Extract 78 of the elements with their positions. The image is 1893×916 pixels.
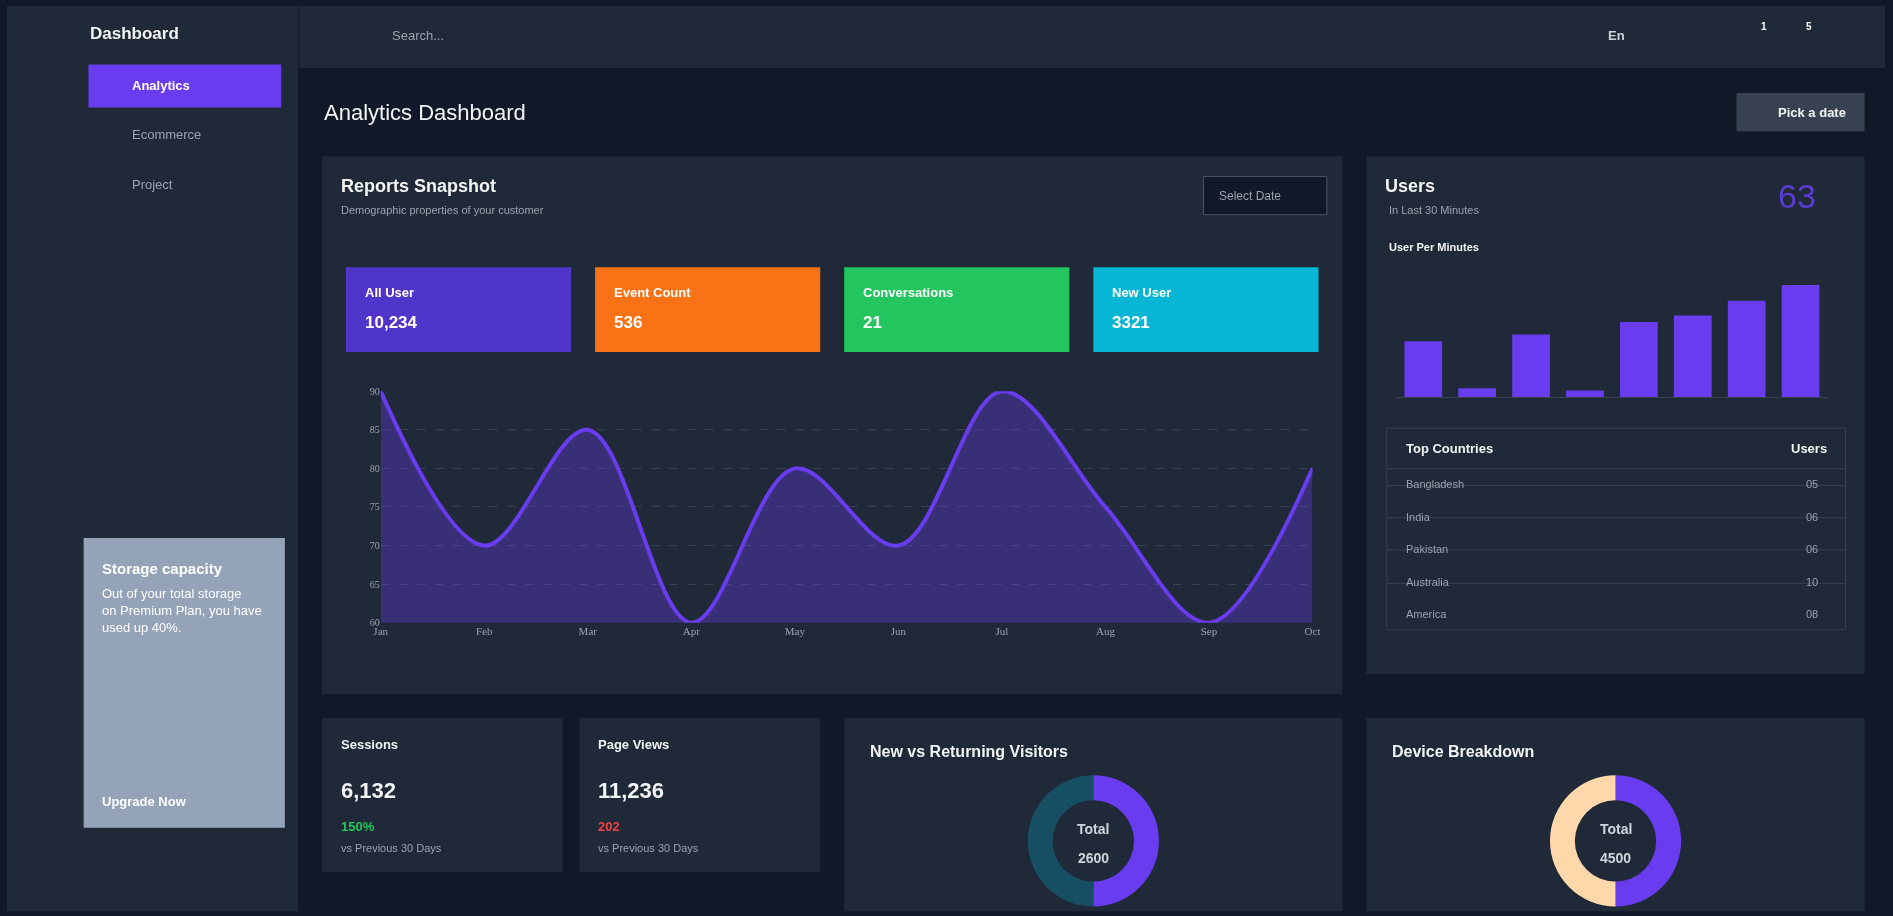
text: Analytics: [132, 78, 190, 93]
chart-title: Reports Snapshot: [341, 176, 497, 196]
chart-title: New vs Returning Visitors: [870, 743, 1069, 760]
text: En: [1608, 28, 1625, 43]
x-tick-label: Apr: [682, 624, 701, 637]
text: New User: [1112, 285, 1172, 300]
chart-title: Users: [1385, 176, 1436, 196]
text: Bangladesh: [1406, 478, 1465, 490]
text: Dashboard: [90, 24, 179, 43]
bar: [1727, 300, 1766, 398]
x-tick-label: Mar: [578, 624, 598, 637]
chart-subtitle: Demographic properties of your customer: [341, 204, 544, 216]
text: 4500: [1600, 850, 1632, 866]
text: 06: [1806, 543, 1819, 555]
y-tick-label: 70: [369, 540, 380, 552]
text: Analytics Dashboard: [324, 100, 526, 125]
bar: [1512, 334, 1550, 398]
text: 63: [1778, 177, 1816, 215]
y-tick-label: 90: [369, 385, 380, 397]
y-tick-label: 75: [369, 501, 380, 513]
text: vs Previous 30 Days: [598, 842, 699, 854]
bar: [1404, 341, 1443, 398]
text: 05: [1806, 478, 1819, 490]
text: America: [1406, 608, 1448, 620]
text: 2600: [1078, 850, 1110, 866]
text: 06: [1806, 511, 1819, 523]
text: Users: [1791, 441, 1828, 456]
text: 5: [1806, 21, 1812, 32]
bar: [1673, 315, 1712, 398]
text: Total: [1600, 821, 1633, 837]
bar: [1566, 390, 1604, 398]
y-tick-label: 85: [369, 424, 380, 436]
y-tick-label: 65: [369, 578, 380, 590]
text: 202: [598, 819, 620, 834]
x-tick-label: Sep: [1200, 624, 1218, 637]
x-tick-label: Jun: [890, 624, 907, 637]
bar: [1781, 285, 1820, 398]
chart-title: Device Breakdown: [1392, 743, 1535, 760]
text: 536: [614, 313, 643, 332]
text: 21: [863, 313, 882, 332]
x-tick-label: Jul: [995, 624, 1009, 637]
text: India: [1406, 511, 1431, 523]
text: Out of your total storage on Premium Plan, you have used up 40%.: [102, 586, 262, 635]
text: Conversations: [863, 285, 954, 300]
text: Australia: [1406, 576, 1450, 588]
bar: [1458, 388, 1497, 398]
chart-subtitle: In Last 30 Minutes: [1389, 204, 1480, 216]
y-tick-label: 60: [369, 617, 380, 629]
text: User Per Minutes: [1389, 241, 1479, 253]
text: Select Date: [1219, 189, 1282, 203]
text: vs Previous 30 Days: [341, 842, 442, 854]
text: Pick a date: [1778, 105, 1846, 120]
text: Sessions: [341, 737, 399, 752]
text: 10: [1806, 576, 1819, 588]
text: 6,132: [341, 778, 397, 803]
text: 3321: [1112, 313, 1150, 332]
text: Project: [132, 177, 173, 192]
bar: [1620, 322, 1658, 398]
text: Event Count: [614, 285, 692, 300]
text: Pakistan: [1406, 543, 1449, 555]
x-tick-label: May: [784, 624, 806, 637]
text: Total: [1077, 821, 1110, 837]
x-tick-label: Oct: [1304, 624, 1321, 637]
y-tick-label: 80: [369, 462, 380, 474]
text: 08: [1806, 608, 1819, 620]
text: 1: [1761, 21, 1767, 32]
text: Storage capacity: [102, 560, 223, 577]
x-tick-label: Aug: [1095, 624, 1116, 637]
text: Top Countries: [1406, 441, 1494, 456]
text: 11,236: [598, 778, 665, 803]
x-tick-label: Feb: [475, 624, 493, 637]
text: Upgrade Now: [102, 794, 187, 809]
text: Ecommerce: [132, 127, 202, 142]
text: Search...: [392, 28, 445, 43]
text: All User: [365, 285, 415, 300]
text: Page Views: [598, 737, 670, 752]
text: 150%: [341, 819, 375, 834]
text: 10,234: [365, 313, 418, 332]
